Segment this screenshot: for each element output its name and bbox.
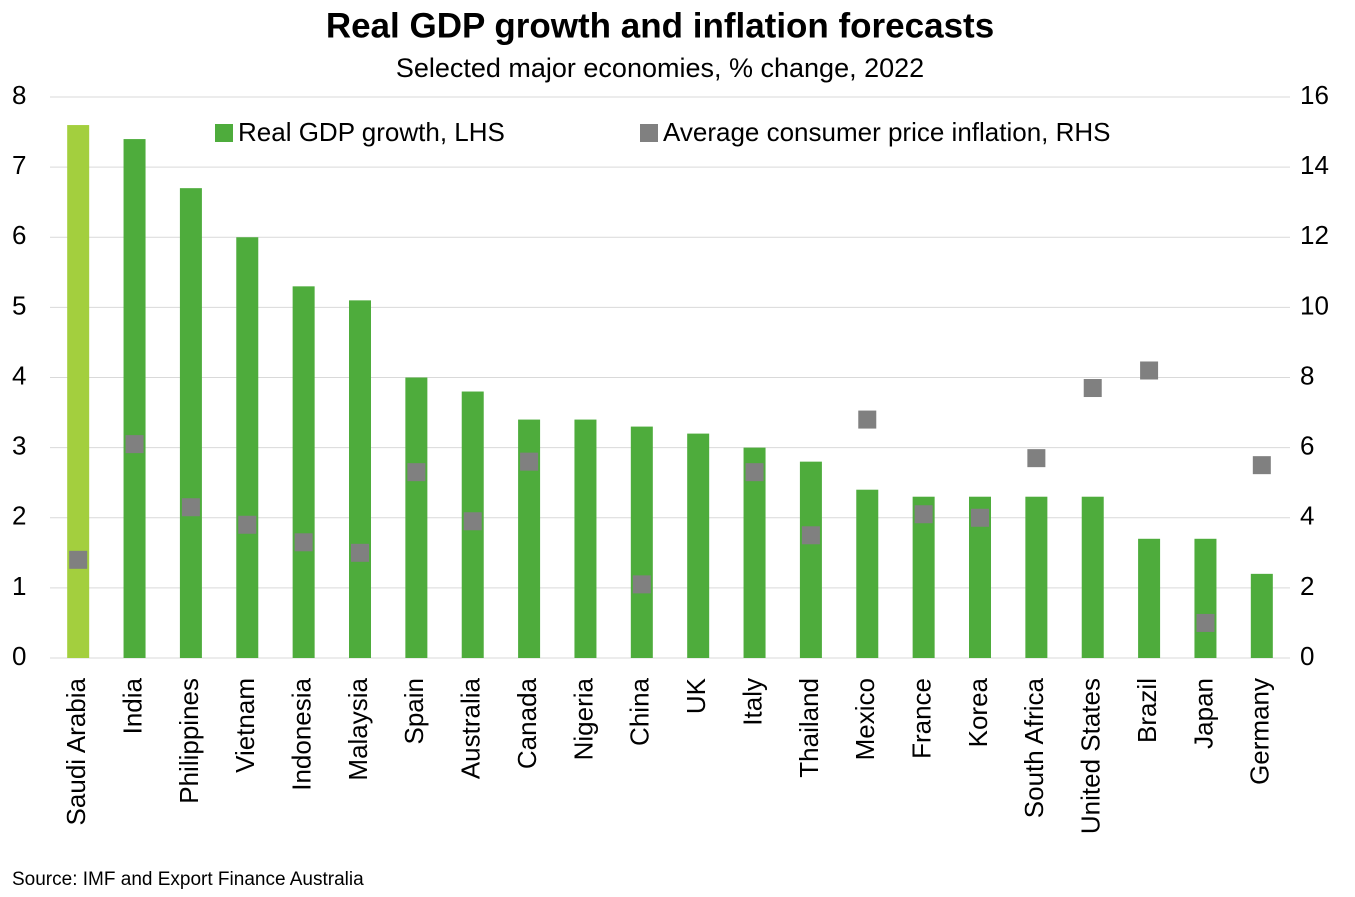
bar	[1138, 538, 1161, 658]
x-tick-label: Canada	[512, 677, 542, 769]
bar	[743, 447, 766, 658]
marker	[407, 463, 426, 482]
bar	[630, 426, 653, 658]
bar	[236, 237, 259, 658]
x-tick-label: Brazil	[1132, 678, 1162, 743]
x-tick-label: Saudi Arabia	[61, 677, 91, 825]
bar	[1081, 496, 1104, 658]
x-tick-label: Philippines	[174, 678, 204, 804]
bar	[856, 489, 879, 658]
marker	[1252, 456, 1271, 475]
x-tick-label: United States	[1076, 678, 1106, 834]
x-tick-label: UK	[681, 677, 711, 714]
chart-subtitle: Selected major economies, % change, 2022	[396, 53, 924, 83]
marker	[69, 550, 88, 569]
y-tick-label: 8	[12, 80, 26, 110]
x-tick-label: Vietnam	[230, 678, 260, 773]
y2-tick-label: 0	[1300, 641, 1314, 671]
x-tick-label: Japan	[1188, 678, 1218, 749]
y-tick-label: 5	[12, 290, 26, 320]
marker	[745, 463, 764, 482]
legend-swatch	[215, 124, 233, 142]
marker	[914, 505, 933, 524]
marker	[520, 452, 539, 471]
y-tick-label: 0	[12, 641, 26, 671]
marker	[632, 575, 651, 594]
bar	[518, 419, 541, 658]
x-tick-label: Korea	[963, 677, 993, 747]
legend-label: Real GDP growth, LHS	[238, 117, 505, 147]
bar	[292, 286, 315, 658]
marker	[181, 498, 200, 517]
bar	[349, 300, 371, 658]
marker	[294, 533, 313, 552]
marker	[351, 543, 369, 562]
bar	[574, 419, 597, 658]
y2-tick-label: 14	[1300, 150, 1329, 180]
bar	[687, 433, 710, 658]
x-tick-label: Malaysia	[343, 677, 373, 780]
marker	[1027, 449, 1046, 468]
x-tick-label: Australia	[456, 677, 486, 779]
x-tick-label: Mexico	[850, 678, 880, 760]
x-tick-label: Italy	[737, 678, 767, 726]
marker	[971, 508, 989, 527]
x-tick-label: France	[907, 678, 937, 759]
y2-tick-label: 16	[1300, 80, 1329, 110]
y-tick-label: 2	[12, 501, 26, 531]
x-tick-label: Spain	[399, 678, 429, 745]
source-note: Source: IMF and Export Finance Australia	[12, 869, 364, 890]
y-tick-label: 4	[12, 360, 26, 390]
y2-tick-label: 12	[1300, 220, 1329, 250]
x-tick-label: South Africa	[1019, 677, 1049, 818]
y2-tick-label: 2	[1300, 571, 1314, 601]
bar	[1025, 496, 1048, 658]
marker	[801, 526, 820, 545]
y-tick-label: 6	[12, 220, 26, 250]
marker	[1196, 613, 1215, 632]
bar	[912, 496, 935, 658]
y2-tick-label: 8	[1300, 360, 1314, 390]
marker	[125, 435, 144, 454]
bar	[1250, 573, 1273, 658]
bar	[969, 496, 991, 658]
bar	[405, 377, 428, 658]
bar	[123, 139, 146, 658]
bar	[1194, 538, 1217, 658]
x-tick-label: Thailand	[794, 678, 824, 778]
marker	[1083, 379, 1102, 398]
bar	[799, 461, 822, 658]
x-tick-label: China	[625, 677, 655, 745]
legend-label: Average consumer price inflation, RHS	[663, 117, 1111, 147]
y-tick-label: 7	[12, 150, 26, 180]
x-tick-label: Indonesia	[287, 677, 317, 790]
marker	[858, 410, 877, 429]
marker	[238, 515, 257, 534]
bar	[179, 188, 202, 658]
y-tick-label: 3	[12, 431, 26, 461]
bar	[67, 125, 90, 659]
x-tick-label: Germany	[1245, 678, 1275, 785]
chart-title: Real GDP growth and inflation forecasts	[326, 6, 994, 45]
x-tick-label: India	[117, 677, 147, 734]
marker	[463, 512, 482, 531]
legend-swatch	[640, 124, 658, 142]
y-tick-label: 1	[12, 571, 26, 601]
y2-tick-label: 6	[1300, 431, 1314, 461]
marker	[1140, 361, 1159, 380]
y2-tick-label: 4	[1300, 501, 1314, 531]
y2-tick-label: 10	[1300, 290, 1329, 320]
x-tick-label: Nigeria	[568, 677, 598, 760]
